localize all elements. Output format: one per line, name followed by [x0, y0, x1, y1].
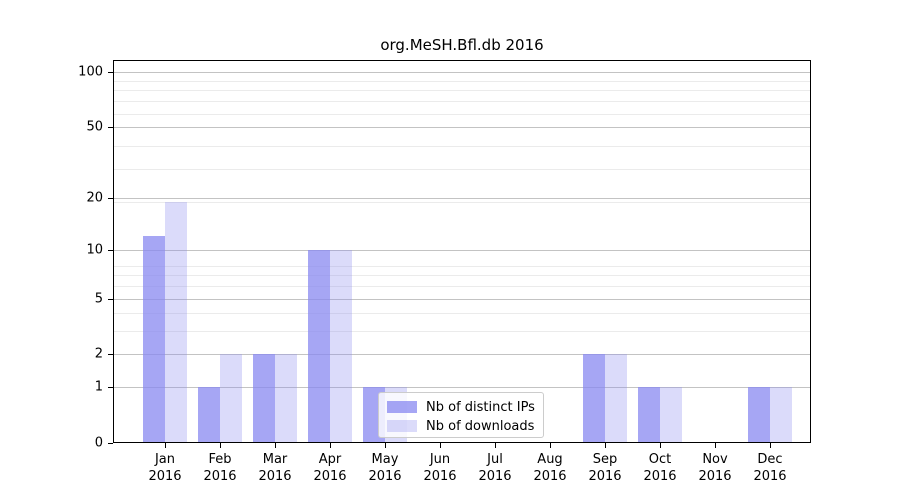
- y-axis-tick: [108, 386, 113, 388]
- x-axis-tick: [165, 443, 166, 448]
- x-tick-label: Aug 2016: [533, 452, 567, 484]
- gridline-major: [114, 249, 810, 251]
- legend-label-distinct-ips: Nb of distinct IPs: [426, 399, 535, 415]
- y-tick-label: 2: [94, 346, 103, 362]
- bar-downloads-oct: [660, 386, 682, 443]
- x-tick-label: Mar 2016: [258, 452, 292, 484]
- legend-item-distinct-ips: Nb of distinct IPs: [387, 398, 535, 416]
- x-tick-label: Jun 2016: [423, 452, 457, 484]
- y-tick-label: 20: [86, 190, 103, 206]
- x-axis-tick: [330, 443, 331, 448]
- x-axis-tick: [220, 443, 221, 448]
- x-axis-tick: [770, 443, 771, 448]
- x-tick-label: Jan 2016: [148, 452, 182, 484]
- y-tick-label: 10: [86, 242, 103, 258]
- gridline-minor: [114, 113, 810, 115]
- gridline-minor: [114, 286, 810, 288]
- bar-distinct-ips-sep: [583, 354, 605, 443]
- bar-downloads-feb: [220, 354, 242, 443]
- gridline-minor: [114, 101, 810, 103]
- x-tick-label: May 2016: [368, 452, 402, 484]
- gridline-minor: [114, 169, 810, 171]
- x-axis-tick: [385, 443, 386, 448]
- bar-downloads-dec: [770, 386, 792, 443]
- x-axis-tick: [660, 443, 661, 448]
- gridline-minor: [114, 80, 810, 82]
- y-tick-label: 5: [94, 291, 103, 307]
- y-tick-label: 50: [86, 119, 103, 135]
- y-axis-tick: [108, 298, 113, 300]
- plot-area: [113, 60, 811, 443]
- gridline-minor: [114, 201, 810, 203]
- x-axis-tick: [440, 443, 441, 448]
- y-axis-tick: [108, 71, 113, 73]
- y-axis-tick: [108, 126, 113, 128]
- chart-title: org.MeSH.Bfl.db 2016: [380, 36, 544, 54]
- gridline-major: [114, 71, 810, 73]
- bar-downloads-jan: [165, 201, 187, 443]
- y-tick-label: 100: [78, 64, 103, 80]
- gridline-minor: [114, 275, 810, 277]
- x-tick-label: Apr 2016: [313, 452, 347, 484]
- x-tick-label: Sep 2016: [588, 452, 622, 484]
- distinct-ips-swatch-icon: [387, 401, 417, 413]
- bar-downloads-mar: [275, 354, 297, 443]
- gridline-major: [114, 298, 810, 300]
- legend-label-downloads: Nb of downloads: [426, 418, 535, 434]
- x-axis-tick: [275, 443, 276, 448]
- gridline-major: [114, 386, 810, 388]
- x-tick-label: Feb 2016: [203, 452, 237, 484]
- x-axis-tick: [605, 443, 606, 448]
- x-axis-tick: [550, 443, 551, 448]
- gridline-minor: [114, 265, 810, 267]
- downloads-swatch-icon: [387, 420, 417, 432]
- bar-distinct-ips-feb: [198, 386, 220, 443]
- gridline-minor: [114, 313, 810, 315]
- x-tick-label: Nov 2016: [698, 452, 732, 484]
- x-tick-label: Jul 2016: [478, 452, 512, 484]
- gridline-minor: [114, 331, 810, 333]
- y-axis-tick: [108, 197, 113, 199]
- legend-item-downloads: Nb of downloads: [387, 417, 535, 435]
- y-tick-label: 0: [94, 435, 103, 450]
- gridline-minor: [114, 90, 810, 92]
- bar-distinct-ips-dec: [748, 386, 770, 443]
- legend: Nb of distinct IPs Nb of downloads: [378, 392, 544, 438]
- gridline-major: [114, 126, 810, 128]
- x-tick-label: Oct 2016: [643, 452, 677, 484]
- bar-downloads-apr: [330, 249, 352, 443]
- gridline-major: [114, 354, 810, 356]
- gridline-minor: [114, 146, 810, 148]
- bar-downloads-sep: [605, 354, 627, 443]
- y-axis-tick: [108, 354, 113, 356]
- y-axis-tick: [108, 249, 113, 251]
- bar-distinct-ips-jan: [143, 236, 165, 443]
- bar-distinct-ips-mar: [253, 354, 275, 443]
- y-tick-label: 1: [94, 379, 103, 395]
- gridline-major: [114, 197, 810, 199]
- bar-distinct-ips-apr: [308, 249, 330, 443]
- x-tick-label: Dec 2016: [753, 452, 787, 484]
- bar-distinct-ips-oct: [638, 386, 660, 443]
- x-axis-tick: [495, 443, 496, 448]
- y-axis-tick: [108, 442, 113, 444]
- x-axis-tick: [715, 443, 716, 448]
